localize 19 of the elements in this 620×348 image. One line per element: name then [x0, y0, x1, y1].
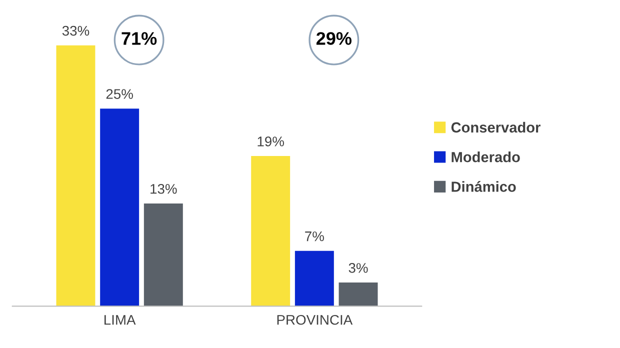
x-tick-label: PROVINCIA: [277, 314, 353, 325]
x-tick-label: LIMA: [104, 315, 136, 325]
data-label: 13%: [150, 184, 177, 194]
legend-label: Moderado: [452, 152, 520, 162]
bar: [56, 45, 96, 306]
bar: [251, 156, 290, 306]
data-label: 3%: [348, 263, 368, 273]
bar: [100, 108, 140, 306]
bar: [144, 203, 183, 306]
data-label: 19%: [258, 136, 284, 146]
bar: [338, 282, 378, 306]
text: 29%: [316, 32, 352, 45]
data-label: 33%: [62, 26, 90, 36]
data-label: 7%: [305, 231, 324, 242]
text: 71%: [122, 32, 157, 45]
legend-label: Conservador: [451, 122, 541, 133]
data-label: 25%: [106, 89, 133, 99]
bar: [294, 250, 334, 306]
legend-label: Dinámico: [452, 181, 516, 192]
